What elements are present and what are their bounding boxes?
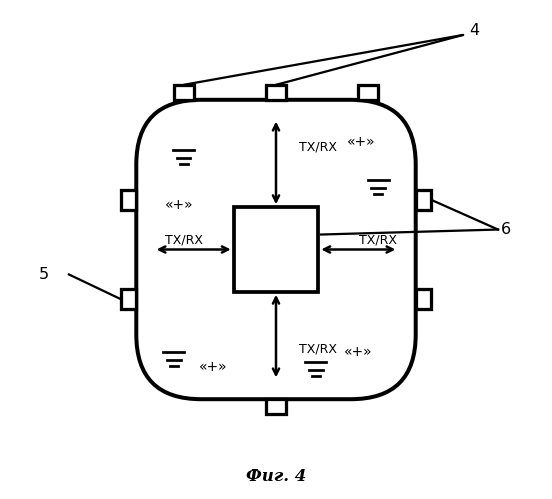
Text: TX/RX: TX/RX [359, 233, 397, 246]
Text: «+»: «+» [347, 135, 375, 149]
Text: «+»: «+» [164, 198, 193, 212]
Bar [416, 190, 431, 210]
Text: «+»: «+» [344, 345, 373, 359]
Text: 5: 5 [39, 267, 49, 282]
Bar [416, 289, 431, 309]
Bar [174, 85, 194, 100]
Bar [121, 190, 136, 210]
Bar [266, 85, 286, 100]
Text: «+»: «+» [199, 360, 228, 374]
Text: TX/RX: TX/RX [299, 343, 337, 356]
FancyBboxPatch shape [136, 100, 416, 399]
Text: TX/RX: TX/RX [299, 141, 337, 154]
Text: TX/RX: TX/RX [164, 233, 203, 246]
Bar [266, 399, 286, 414]
Text: 4: 4 [469, 23, 479, 38]
Text: 6: 6 [501, 222, 511, 237]
Bar [121, 289, 136, 309]
Bar [233, 207, 319, 292]
Bar [358, 85, 378, 100]
Text: Фиг. 4: Фиг. 4 [246, 468, 306, 485]
